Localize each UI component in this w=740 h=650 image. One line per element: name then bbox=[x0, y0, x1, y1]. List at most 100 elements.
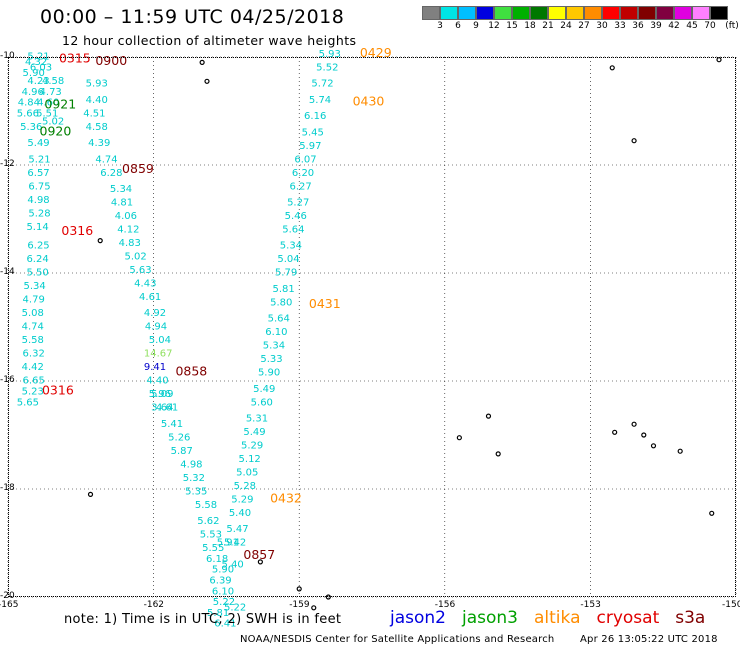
swh-value: 5.62 bbox=[197, 516, 219, 527]
swh-value: 5.79 bbox=[275, 268, 297, 279]
island-marker bbox=[709, 510, 715, 516]
swh-value: 5.64 bbox=[282, 225, 304, 236]
swh-value: 5.04 bbox=[277, 254, 299, 265]
island-marker bbox=[87, 491, 94, 497]
colorbar-swatch bbox=[710, 6, 728, 20]
island-marker bbox=[325, 594, 331, 600]
latitude-label: -14 bbox=[0, 267, 15, 277]
swh-value: 14.67 bbox=[144, 349, 173, 360]
swh-value: 5.40 bbox=[222, 559, 244, 570]
swh-value: 5.34 bbox=[280, 241, 302, 252]
legend-item-altika: altika bbox=[534, 608, 581, 628]
swh-value: 5.23 bbox=[22, 387, 44, 398]
swh-value: 5.32 bbox=[183, 473, 205, 484]
swh-value: 5.09 bbox=[151, 389, 173, 400]
island-marker bbox=[485, 413, 492, 419]
swh-value: 5.12 bbox=[239, 454, 261, 465]
island-marker bbox=[495, 451, 501, 457]
colorbar-swatch bbox=[458, 6, 476, 20]
swh-value: 5.49 bbox=[27, 138, 49, 149]
swh-value: 4.12 bbox=[117, 225, 139, 236]
swh-value: 6.24 bbox=[26, 254, 48, 265]
island-marker bbox=[456, 435, 462, 441]
colorbar-label: 33 bbox=[614, 21, 626, 31]
island-marker bbox=[612, 429, 618, 435]
swh-value: 6.20 bbox=[292, 168, 314, 179]
swh-value: 5.29 bbox=[241, 441, 263, 452]
swh-value: 6.25 bbox=[27, 241, 49, 252]
swh-value: 5.05 bbox=[236, 468, 258, 479]
swh-value: 5.22 bbox=[213, 597, 235, 608]
swh-value: 5.31 bbox=[246, 414, 268, 425]
swh-value: 9.41 bbox=[144, 362, 166, 373]
swh-value: 4.92 bbox=[144, 308, 166, 319]
colorbar-swatch bbox=[620, 6, 638, 20]
pass-time-label: 0316 bbox=[42, 383, 74, 398]
island-marker bbox=[631, 138, 637, 144]
satellite-legend: jason2 jason3 altika cryosat s3a bbox=[390, 608, 705, 628]
swh-value: 5.02 bbox=[124, 252, 146, 263]
legend-item-cryosat: cryosat bbox=[596, 608, 660, 628]
colorbar-label: 39 bbox=[650, 21, 662, 31]
swh-value: 5.93 bbox=[86, 79, 108, 90]
swh-value: 4.74 bbox=[95, 154, 117, 165]
swh-value: 5.58 bbox=[22, 335, 44, 346]
swh-value: 6.27 bbox=[289, 181, 311, 192]
island-marker bbox=[609, 65, 615, 71]
swh-value: 5.72 bbox=[311, 79, 333, 90]
swh-value: 4.42 bbox=[22, 362, 44, 373]
swh-value: 6.41 bbox=[214, 619, 236, 630]
swh-value: 5.66 bbox=[17, 108, 39, 119]
colorbar-swatch bbox=[674, 6, 692, 20]
swh-value: 5.51 bbox=[36, 108, 58, 119]
colorbar-label: 42 bbox=[668, 21, 680, 31]
swh-value: 5.96 bbox=[149, 389, 171, 400]
swh-value: 4.94 bbox=[145, 322, 167, 333]
swh-value: 5.74 bbox=[309, 95, 331, 106]
colorbar-label: 15 bbox=[506, 21, 518, 31]
swh-value: 4.51 bbox=[83, 108, 105, 119]
colorbar-labels: 3 6 9 12 15 18 21 24 27 30 33 36 39 42 45 70 (ft) bbox=[422, 21, 740, 35]
swh-value: 6.32 bbox=[23, 349, 45, 360]
swh-value: 5.81 bbox=[207, 608, 229, 619]
longitude-label: -162 bbox=[143, 600, 165, 610]
colorbar-label: 21 bbox=[542, 21, 554, 31]
latitude-label: -10 bbox=[0, 51, 15, 61]
swh-value: 4.96 bbox=[22, 87, 44, 98]
swh-value: 5.29 bbox=[231, 495, 253, 506]
map-frame bbox=[8, 57, 736, 597]
colorbar bbox=[422, 6, 728, 20]
pass-time-label: 0429 bbox=[360, 45, 392, 60]
colorbar-swatch bbox=[638, 6, 656, 20]
colorbar-label: 18 bbox=[524, 21, 536, 31]
swh-value: 4.60 bbox=[37, 98, 59, 109]
swh-value: 5.34 bbox=[24, 281, 46, 292]
island-marker bbox=[311, 605, 317, 611]
swh-value: 6.28 bbox=[100, 168, 122, 179]
colorbar-label: 24 bbox=[560, 21, 572, 31]
swh-value: 5.58 bbox=[195, 500, 217, 511]
island-marker bbox=[650, 443, 657, 449]
swh-value: 5.34 bbox=[263, 341, 285, 352]
pass-time-label: 0921 bbox=[44, 96, 76, 111]
colorbar-label: 70 bbox=[704, 21, 716, 31]
island-marker bbox=[204, 78, 210, 84]
latitude-label: -12 bbox=[0, 159, 15, 169]
swh-value: 6.10 bbox=[212, 586, 234, 597]
island-marker bbox=[631, 421, 637, 427]
swh-value: 4.58 bbox=[42, 76, 64, 87]
island-marker bbox=[677, 448, 683, 454]
swh-value: 5.41 bbox=[161, 419, 183, 430]
swh-value: 5.22 bbox=[224, 603, 246, 614]
swh-value: 4.61 bbox=[156, 403, 178, 414]
swh-value: 5.90 bbox=[23, 68, 45, 79]
swh-value: 5.65 bbox=[17, 397, 39, 408]
swh-value: 6.16 bbox=[304, 111, 326, 122]
swh-value: 5.40 bbox=[229, 508, 251, 519]
swh-value: 4.98 bbox=[180, 459, 202, 470]
swh-value: 5.90 bbox=[258, 368, 280, 379]
colorbar-label: 36 bbox=[632, 21, 644, 31]
swh-value: 5.97 bbox=[299, 141, 321, 152]
swh-value: 5.50 bbox=[26, 268, 48, 279]
swh-value: 5.60 bbox=[251, 397, 273, 408]
